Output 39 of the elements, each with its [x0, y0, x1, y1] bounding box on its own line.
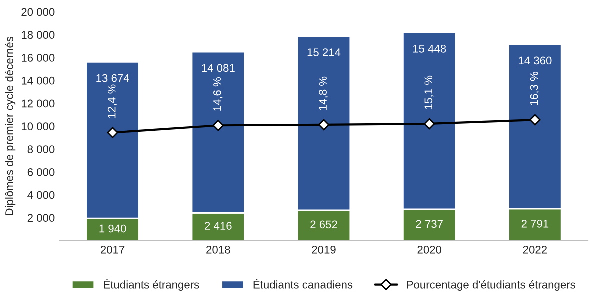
y-tick-label: 12 000	[22, 100, 55, 108]
data-label: 14 081	[202, 64, 235, 72]
x-tick-label: 2020	[418, 246, 442, 254]
data-label: 2 416	[205, 222, 232, 230]
data-label: 15 214	[308, 48, 341, 56]
y-tick-label: 20 000	[22, 8, 55, 16]
y-tick-label: 18 000	[22, 31, 55, 40]
x-tick-label: 2018	[206, 246, 230, 254]
x-tick-label: 2017	[101, 246, 125, 254]
data-label: 2 791	[522, 220, 549, 228]
point	[318, 119, 330, 131]
legend-label: Étudiants étrangers	[104, 279, 200, 291]
data-label: 2 737	[416, 220, 443, 228]
y-tick-label: 4 000	[28, 191, 55, 200]
legend-label: Étudiants canadiens	[254, 279, 353, 289]
point	[107, 127, 118, 138]
y-tick-label: 16 000	[22, 54, 55, 62]
point	[530, 114, 541, 126]
data-label: 14,8 %	[319, 76, 328, 110]
data-label: 1 940	[100, 224, 126, 233]
data-label: 15,1 %	[424, 76, 434, 110]
legend-label: Pourcentage d'étudiants étrangers	[407, 280, 576, 291]
data-label: 15 448	[413, 44, 446, 53]
y-tick-label: 8 000	[28, 146, 55, 154]
data-label: 13 674	[96, 74, 130, 82]
data-label: 12,4 %	[108, 84, 118, 118]
data-label: 14,6 %	[214, 78, 223, 111]
data-label: 16,3 %	[530, 72, 540, 106]
data-label: 2 652	[310, 220, 338, 229]
x-tick-label: 2022	[523, 246, 547, 254]
x-tick-label: 2019	[312, 246, 336, 254]
data-label: 14 360	[519, 56, 552, 65]
y-tick-label: 2 000	[28, 214, 55, 222]
point	[424, 118, 436, 130]
point	[212, 120, 224, 132]
y-tick-label: 14 000	[22, 76, 55, 85]
y-tick-label: 10 000	[22, 122, 55, 131]
y-axis-title: Diplômes de premier cycle décernés	[5, 36, 16, 216]
y-tick-label: 6 000	[28, 168, 55, 176]
